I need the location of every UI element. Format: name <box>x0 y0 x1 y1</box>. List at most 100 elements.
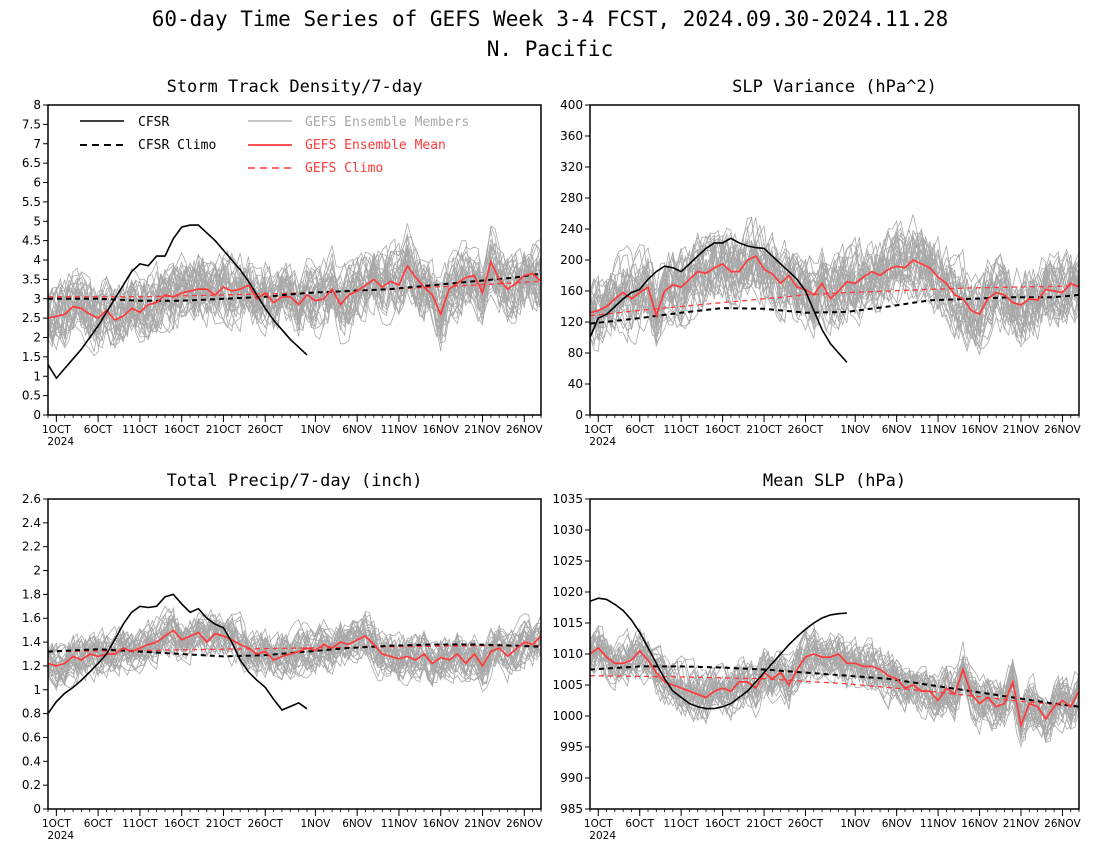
y-tick-label: 1025 <box>552 554 583 568</box>
x-tick-label: 26OCT <box>788 424 824 436</box>
y-tick-label: 990 <box>560 771 583 785</box>
ensemble-member-line <box>590 634 1079 739</box>
storm-track-density-panel: Storm Track Density/7-day 0 0.5 1 1.5 2 2.5 3 3.… <box>22 77 543 448</box>
y-tick-label: 1.6 <box>22 611 41 625</box>
panel-title: Storm Track Density/7-day <box>167 77 423 97</box>
legend-label-cfsr: CFSR <box>138 115 169 130</box>
ensemble-member-line <box>590 225 1079 336</box>
cfsr-line <box>48 224 308 380</box>
legend: CFSR CFSR Climo GEFS Ensemble Members GE… <box>80 115 469 176</box>
x-tick-label: 11OCT <box>122 818 158 830</box>
y-tick-label: 8 <box>33 98 41 112</box>
cfsr-climo-line <box>590 665 1079 708</box>
y-tick-label: 6 <box>33 176 41 190</box>
y-tick-label: 0.5 <box>22 389 41 403</box>
x-tick-label: 11OCT <box>663 424 699 436</box>
y-tick-label: 1 <box>33 369 41 383</box>
y-tick-label: 6.5 <box>22 156 41 170</box>
y-tick-label: 200 <box>560 253 583 267</box>
legend-label-gefs-climo: GEFS Climo <box>305 161 383 176</box>
x-tick-label: 16NOV <box>422 818 459 830</box>
x-tick-label: 21OCT <box>206 424 242 436</box>
x-tick-label: 16NOV <box>422 424 459 436</box>
x-tick-label: 1OCT <box>584 818 613 830</box>
y-tick-label: 3.5 <box>22 272 41 286</box>
x-tick-label: 21NOV <box>1003 424 1040 436</box>
legend-label-members: GEFS Ensemble Members <box>305 115 469 130</box>
x-tick-year-label: 2024 <box>589 830 616 842</box>
plot-area <box>48 223 541 380</box>
y-tick-label: 5 <box>33 214 41 228</box>
ensemble-member-line <box>590 233 1079 340</box>
y-tick-label: 7 <box>33 137 41 151</box>
x-tick-label: 26NOV <box>1044 424 1081 436</box>
y-tick-label: 2 <box>33 564 41 578</box>
x-tick-year-label: 2024 <box>47 436 74 448</box>
x-tick-label: 21NOV <box>464 818 501 830</box>
x-tick-label: 26NOV <box>506 818 543 830</box>
x-tick-label: 26OCT <box>248 424 284 436</box>
y-tick-label: 2 <box>33 331 41 345</box>
y-tick-label: 985 <box>560 802 583 816</box>
x-tick-label: 1NOV <box>300 818 331 830</box>
y-tick-label: 1000 <box>552 709 583 723</box>
y-tick-label: 995 <box>560 740 583 754</box>
plot-area <box>590 214 1079 363</box>
x-tick-label: 16OCT <box>164 424 200 436</box>
y-tick-label: 1035 <box>552 492 583 506</box>
x-tick-label: 21OCT <box>746 818 782 830</box>
x-tick-label: 1NOV <box>840 424 871 436</box>
y-tick-label: 80 <box>568 346 583 360</box>
y-tick-label: 240 <box>560 222 583 236</box>
x-tick-label: 6OCT <box>625 818 654 830</box>
x-tick-label: 6OCT <box>84 818 113 830</box>
x-tick-label: 21OCT <box>206 818 242 830</box>
ensemble-member-line <box>590 243 1079 346</box>
x-tick-label: 11NOV <box>381 424 418 436</box>
figure-subtitle: N. Pacific <box>487 37 613 61</box>
x-tick-label: 6OCT <box>625 424 654 436</box>
y-tick-label: 1015 <box>552 616 583 630</box>
y-tick-label: 1.8 <box>22 587 41 601</box>
gefs-climo-line <box>48 280 541 298</box>
y-tick-label: 0.2 <box>22 778 41 792</box>
y-tick-label: 2.4 <box>22 516 41 530</box>
plot-area <box>590 597 1079 749</box>
x-tick-label: 16NOV <box>961 818 998 830</box>
x-tick-label: 6NOV <box>882 818 913 830</box>
x-tick-label: 1OCT <box>584 424 613 436</box>
x-tick-label: 16OCT <box>705 818 741 830</box>
panel-title: Mean SLP (hPa) <box>763 471 906 491</box>
y-tick-label: 1.2 <box>22 659 41 673</box>
y-tick-label: 0.4 <box>22 754 41 768</box>
y-tick-label: 0 <box>575 408 583 422</box>
y-tick-label: 1010 <box>552 647 583 661</box>
ensemble-member-line <box>590 642 1079 730</box>
x-tick-label: 16NOV <box>961 424 998 436</box>
ensemble-member-line <box>590 232 1079 340</box>
cfsr-line <box>590 597 847 710</box>
mean-line <box>48 259 541 322</box>
ensemble-member-line <box>48 256 541 352</box>
ensemble-member-line <box>590 632 1079 733</box>
y-tick-label: 1005 <box>552 678 583 692</box>
x-tick-label: 21OCT <box>746 424 782 436</box>
figure-title: 60-day Time Series of GEFS Week 3-4 FCST… <box>152 7 949 31</box>
y-tick-label: 360 <box>560 129 583 143</box>
ensemble-member-line <box>48 612 541 687</box>
x-tick-label: 6NOV <box>882 424 913 436</box>
y-tick-label: 1.4 <box>22 635 41 649</box>
x-tick-label: 16OCT <box>164 818 200 830</box>
x-tick-label: 26NOV <box>506 424 543 436</box>
y-tick-label: 0 <box>33 408 41 422</box>
x-tick-label: 11NOV <box>381 818 418 830</box>
y-tick-label: 0.8 <box>22 707 41 721</box>
x-tick-label: 1NOV <box>300 424 331 436</box>
y-tick-label: 7.5 <box>22 117 41 131</box>
ensemble-member-line <box>590 238 1079 348</box>
x-tick-label: 21NOV <box>1003 818 1040 830</box>
y-tick-label: 3 <box>33 292 41 306</box>
cfsr-climo-line <box>48 643 541 658</box>
ensemble-member-line <box>590 227 1079 347</box>
